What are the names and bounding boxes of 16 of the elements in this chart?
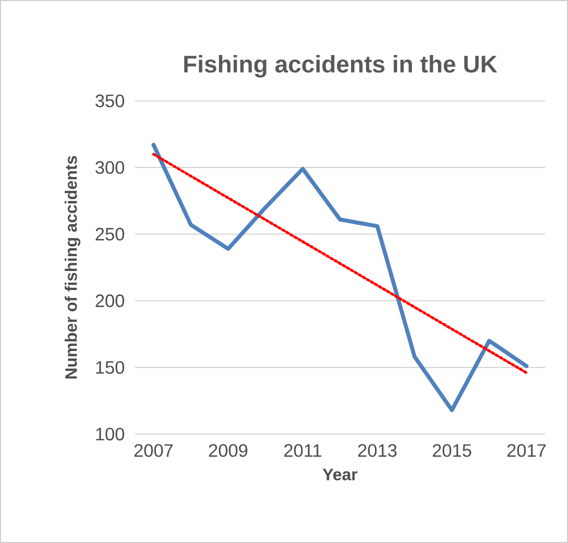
x-tick-label: 2009 [209, 444, 248, 457]
y-tick-label: 150 [96, 361, 124, 374]
x-tick-label: 2011 [284, 444, 322, 457]
y-axis-title: Number of fishing accidents [64, 156, 80, 378]
y-tick-label: 200 [96, 294, 124, 308]
x-axis-title: Year [322, 468, 358, 480]
y-tick-label: 350 [96, 94, 124, 108]
y-tick-label: 300 [96, 161, 124, 174]
x-tick-label: 2013 [358, 444, 397, 457]
chart-title: Fishing accidents in the UK [184, 55, 498, 78]
y-tick-label: 250 [96, 228, 124, 241]
x-tick-label: 2007 [134, 444, 173, 457]
x-tick-label: 2015 [432, 444, 472, 457]
x-tick-label: 2017 [507, 444, 546, 457]
y-tick-label: 100 [96, 428, 124, 440]
line-series [152, 142, 529, 412]
